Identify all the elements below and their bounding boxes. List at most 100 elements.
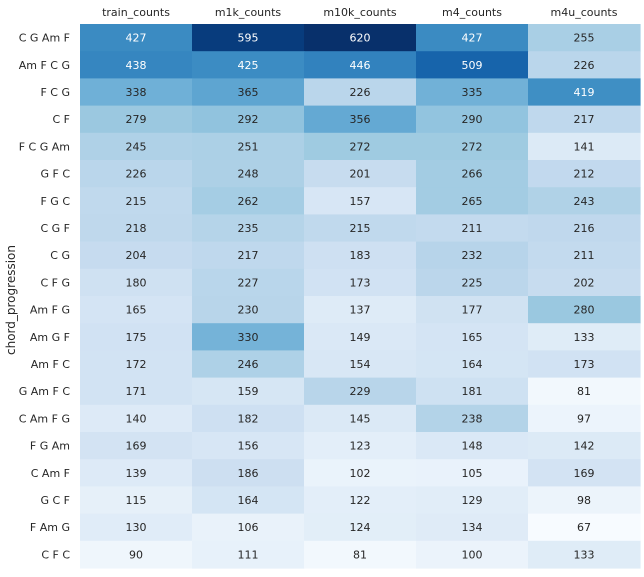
- heatmap-cell: [304, 323, 417, 351]
- column-tick-label: m4_counts: [442, 6, 502, 19]
- cell-value-label: 215: [350, 222, 371, 235]
- heatmap-cell: [416, 513, 529, 542]
- cell-value-label: 217: [574, 113, 595, 126]
- row-tick-label: F G C: [40, 195, 70, 208]
- heatmap-cell: [416, 377, 529, 406]
- heatmap-cell: [416, 51, 529, 79]
- cell-value-label: 243: [574, 195, 595, 208]
- cell-value-label: 595: [238, 32, 259, 45]
- cell-value-label: 157: [350, 195, 371, 208]
- heatmap-cell: [304, 105, 417, 134]
- heatmap-cell: [192, 105, 305, 134]
- heatmap-cell: [192, 377, 305, 406]
- cell-value-label: 183: [350, 249, 371, 262]
- column-tick-label: m1k_counts: [215, 6, 282, 19]
- heatmap-cell: [416, 268, 529, 297]
- cell-value-label: 172: [126, 358, 147, 371]
- cell-value-label: 67: [577, 521, 591, 534]
- row-tick-label: Am F C: [31, 358, 71, 371]
- heatmap-cell: [192, 241, 305, 270]
- cell-value-label: 335: [462, 86, 483, 99]
- cell-value-label: 227: [238, 276, 259, 289]
- heatmap-cell: [192, 51, 305, 79]
- heatmap-cell: [304, 459, 417, 487]
- heatmap-cell: [528, 459, 641, 487]
- heatmap-cell: [416, 78, 529, 107]
- heatmap-cell: [416, 187, 529, 215]
- heatmap-cell: [80, 486, 193, 515]
- cell-value-label: 133: [574, 548, 595, 561]
- cell-value-label: 246: [238, 358, 259, 371]
- heatmap-cell: [80, 187, 193, 215]
- cell-value-label: 230: [238, 304, 259, 317]
- heatmap-cell: [80, 160, 193, 188]
- row-tick-label: G C F: [40, 494, 70, 507]
- cell-value-label: 169: [574, 467, 595, 480]
- heatmap-cell: [304, 187, 417, 215]
- heatmap-cell: [192, 350, 305, 379]
- cell-value-label: 139: [126, 467, 147, 480]
- heatmap-cell: [192, 459, 305, 487]
- row-tick-label: F C G: [40, 86, 70, 99]
- heatmap-cell: [80, 459, 193, 487]
- cell-value-label: 123: [350, 440, 371, 453]
- cell-value-label: 279: [126, 113, 147, 126]
- cell-value-label: 142: [574, 440, 595, 453]
- heatmap-cell: [528, 486, 641, 515]
- cell-value-label: 201: [350, 168, 371, 181]
- cell-value-label: 251: [238, 140, 259, 153]
- cell-value-label: 122: [350, 494, 371, 507]
- heatmap-cell: [192, 404, 305, 433]
- cell-value-label: 100: [462, 548, 483, 561]
- cell-value-label: 248: [238, 168, 259, 181]
- heatmap-cell: [304, 513, 417, 542]
- cell-value-label: 141: [574, 140, 595, 153]
- cell-value-label: 419: [574, 86, 595, 99]
- cell-value-label: 81: [353, 548, 367, 561]
- cell-value-label: 173: [350, 276, 371, 289]
- heatmap-cell: [192, 323, 305, 351]
- cell-value-label: 154: [350, 358, 371, 371]
- cell-value-label: 148: [462, 440, 483, 453]
- cell-value-label: 229: [350, 385, 371, 398]
- heatmap-cell: [304, 540, 417, 569]
- heatmap-cell: [528, 513, 641, 542]
- heatmap-cell: [192, 24, 305, 52]
- row-tick-label: G F C: [40, 168, 70, 181]
- heatmap-cell: [80, 540, 193, 569]
- cell-value-label: 186: [238, 467, 259, 480]
- cell-value-label: 425: [238, 59, 259, 72]
- heatmap-cell: [528, 187, 641, 215]
- heatmap-cell: [304, 214, 417, 243]
- cell-value-label: 218: [126, 222, 147, 235]
- heatmap-cell: [528, 160, 641, 188]
- cell-value-label: 156: [238, 440, 259, 453]
- heatmap-cell: [192, 214, 305, 243]
- heatmap-cell: [528, 350, 641, 379]
- cell-value-label: 134: [462, 521, 483, 534]
- heatmap-cell: [416, 350, 529, 379]
- heatmap-cell: [192, 296, 305, 324]
- cell-value-label: 265: [462, 195, 483, 208]
- cell-value-label: 438: [126, 59, 147, 72]
- cell-value-label: 181: [462, 385, 483, 398]
- heatmap-cell: [416, 132, 529, 161]
- row-tick-label: Am G F: [30, 331, 70, 344]
- heatmap-cell: [192, 132, 305, 161]
- cell-value-label: 177: [462, 304, 483, 317]
- heatmap-cell: [416, 486, 529, 515]
- cell-value-label: 182: [238, 412, 259, 425]
- cell-value-label: 145: [350, 412, 371, 425]
- cell-value-label: 226: [350, 86, 371, 99]
- cell-value-label: 290: [462, 113, 483, 126]
- row-tick-label: F C G Am: [19, 140, 70, 153]
- cell-value-label: 169: [126, 440, 147, 453]
- column-tick-label: train_counts: [102, 6, 170, 19]
- heatmap-cell: [80, 241, 193, 270]
- heatmap-cell: [192, 268, 305, 297]
- cell-value-label: 165: [126, 304, 147, 317]
- cell-value-label: 235: [238, 222, 259, 235]
- cell-value-label: 204: [126, 249, 147, 262]
- cell-value-label: 330: [238, 331, 259, 344]
- heatmap-cell: [304, 24, 417, 52]
